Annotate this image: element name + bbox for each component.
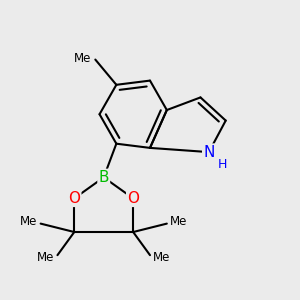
Text: Me: Me xyxy=(170,215,188,228)
Text: O: O xyxy=(68,191,80,206)
Text: Me: Me xyxy=(74,52,91,65)
Text: Me: Me xyxy=(20,215,37,228)
Text: O: O xyxy=(127,191,139,206)
Text: Me: Me xyxy=(153,251,171,264)
Text: H: H xyxy=(218,158,227,171)
Text: N: N xyxy=(203,145,214,160)
Text: Me: Me xyxy=(37,251,54,264)
Text: B: B xyxy=(98,170,109,185)
